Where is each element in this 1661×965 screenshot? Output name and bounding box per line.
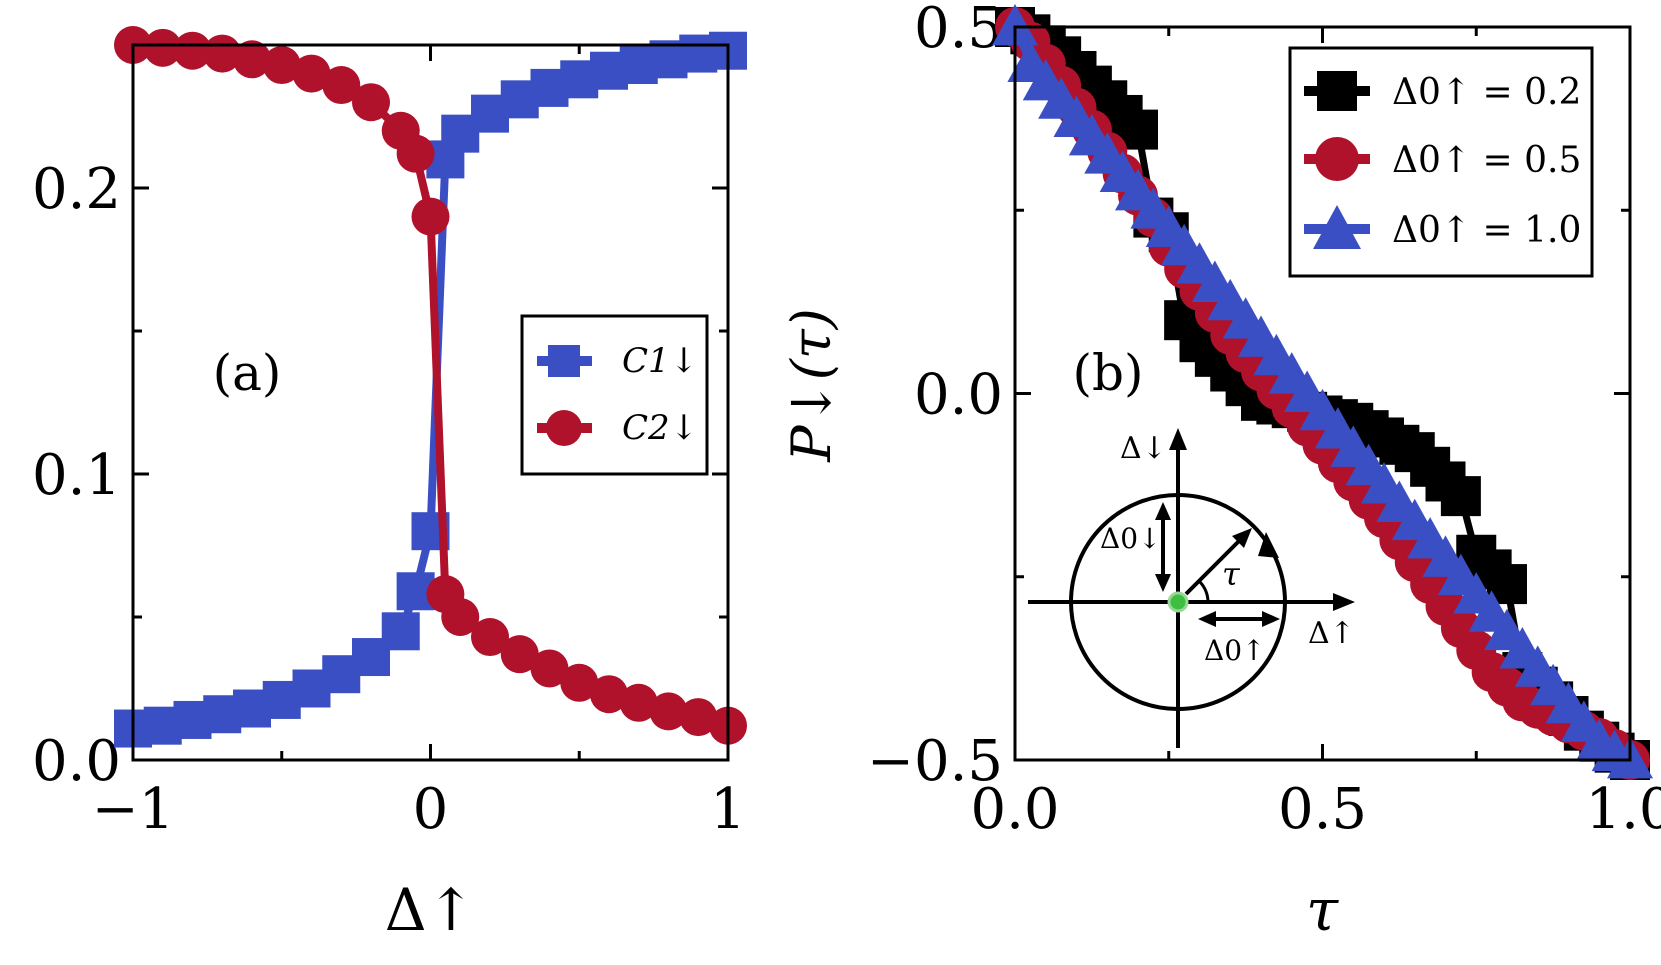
data-point-circle xyxy=(143,28,182,67)
legend-label-b1: Δ0↑ = 0.2 xyxy=(1392,72,1581,113)
data-point-circle xyxy=(352,83,390,122)
inset-x-arrow-icon xyxy=(1333,593,1355,611)
legend-marker-c1 xyxy=(548,345,580,377)
y-tick-label: 0.1 xyxy=(32,443,121,508)
panel-b-legend: Δ0↑ = 0.2 Δ0↑ = 0.5 Δ0↑ = 1.0 xyxy=(1288,46,1594,278)
panel-a-legend-box xyxy=(520,314,709,476)
inset-radial-line xyxy=(1184,538,1242,596)
y-tick-label: 0.0 xyxy=(32,729,121,794)
inset-radius-up-arrow-left-icon xyxy=(1198,611,1216,627)
y-tick-label: 0.0 xyxy=(914,363,1003,428)
inset-angle-label: τ xyxy=(1222,555,1241,593)
legend-label-b2: Δ0↑ = 0.5 xyxy=(1392,140,1581,181)
data-point-square xyxy=(381,612,420,651)
x-tick-label: 1.0 xyxy=(1585,777,1661,842)
data-point-circle xyxy=(679,698,718,737)
data-point-square xyxy=(1440,476,1481,517)
panel-a: −1 0 1 0.0 0.1 0.2 (a) Δ↑ C1↓ C2↓ xyxy=(32,26,747,944)
legend-marker-b1 xyxy=(1317,71,1357,111)
inset-x-label: Δ↑ xyxy=(1308,616,1355,651)
data-point-circle xyxy=(173,31,212,70)
inset-radius-down-arrow-top-icon xyxy=(1155,502,1171,520)
inset-radial-arrow-icon xyxy=(1232,528,1252,548)
inset-radius-down-arrow-bottom-icon xyxy=(1155,574,1171,592)
data-point-circle xyxy=(649,692,688,731)
data-point-circle xyxy=(471,618,509,657)
legend-label-c1: C1↓ xyxy=(622,341,698,381)
series-2 xyxy=(114,26,747,745)
data-point-circle xyxy=(262,46,301,85)
inset-radius-up-label: Δ0↑ xyxy=(1204,634,1266,667)
panel-b-ylabel: P↓(τ) xyxy=(780,308,843,463)
inset-diagram xyxy=(1028,428,1355,748)
data-point-circle xyxy=(441,598,480,636)
panel-a-legend: C1↓ C2↓ xyxy=(520,314,709,476)
panel-a-tick-labels: −1 0 1 0.0 0.1 0.2 xyxy=(32,157,746,842)
data-point-circle xyxy=(233,40,271,79)
panel-b: 0.0 0.5 1.0−0.50.00.5 (b) τ P↓(τ) Δ0↑ = 0.… xyxy=(780,0,1661,944)
inset-y-arrow-icon xyxy=(1169,428,1187,450)
data-point-circle xyxy=(322,66,361,105)
y-tick-label: 0.2 xyxy=(32,157,121,222)
legend-label-b3: Δ0↑ = 1.0 xyxy=(1392,210,1581,251)
series-1 xyxy=(114,31,747,748)
legend-marker-b3 xyxy=(1313,205,1361,249)
x-tick-label: −1 xyxy=(92,777,175,842)
data-point-circle xyxy=(500,635,539,674)
panel-a-frame xyxy=(131,43,730,762)
panel-a-label: (a) xyxy=(213,344,282,402)
data-point-circle xyxy=(560,663,599,702)
inset-angle-arc xyxy=(1198,580,1210,603)
data-point-circle xyxy=(396,134,435,173)
y-tick-label: 0.5 xyxy=(914,0,1003,61)
data-point-circle xyxy=(411,197,450,236)
x-tick-label: 0 xyxy=(413,777,449,842)
inset-y-label: Δ↓ xyxy=(1120,431,1167,466)
data-point-circle xyxy=(590,675,628,714)
legend-label-c2: C2↓ xyxy=(622,408,698,448)
data-point-circle xyxy=(619,683,658,722)
series-3 xyxy=(992,4,1653,779)
x-tick-label: 1 xyxy=(710,777,746,842)
inset-radius-down-label: Δ0↓ xyxy=(1100,522,1162,555)
panel-a-xlabel: Δ↑ xyxy=(385,876,475,944)
x-tick-label: 0.0 xyxy=(970,777,1059,842)
panel-b-tick-labels: 0.0 0.5 1.0−0.50.00.5 xyxy=(867,0,1661,842)
inset-origin-dot xyxy=(1167,591,1189,613)
data-point-circle xyxy=(292,54,331,93)
legend-marker-b2 xyxy=(1315,137,1359,181)
inset-circulation-arrow-icon xyxy=(1258,532,1279,558)
panel-b-frame xyxy=(1013,25,1632,762)
panel-a-series xyxy=(114,26,747,748)
y-tick-label: −0.5 xyxy=(867,729,1003,794)
x-tick-label: 0.5 xyxy=(1278,777,1367,842)
inset-radius-up-arrow-right-icon xyxy=(1262,611,1280,627)
data-point-circle xyxy=(530,649,569,688)
legend-marker-c2 xyxy=(546,410,582,446)
data-point-triangle xyxy=(992,4,1038,46)
panel-b-label: (b) xyxy=(1072,344,1143,402)
panel-b-xlabel: τ xyxy=(1306,876,1339,944)
